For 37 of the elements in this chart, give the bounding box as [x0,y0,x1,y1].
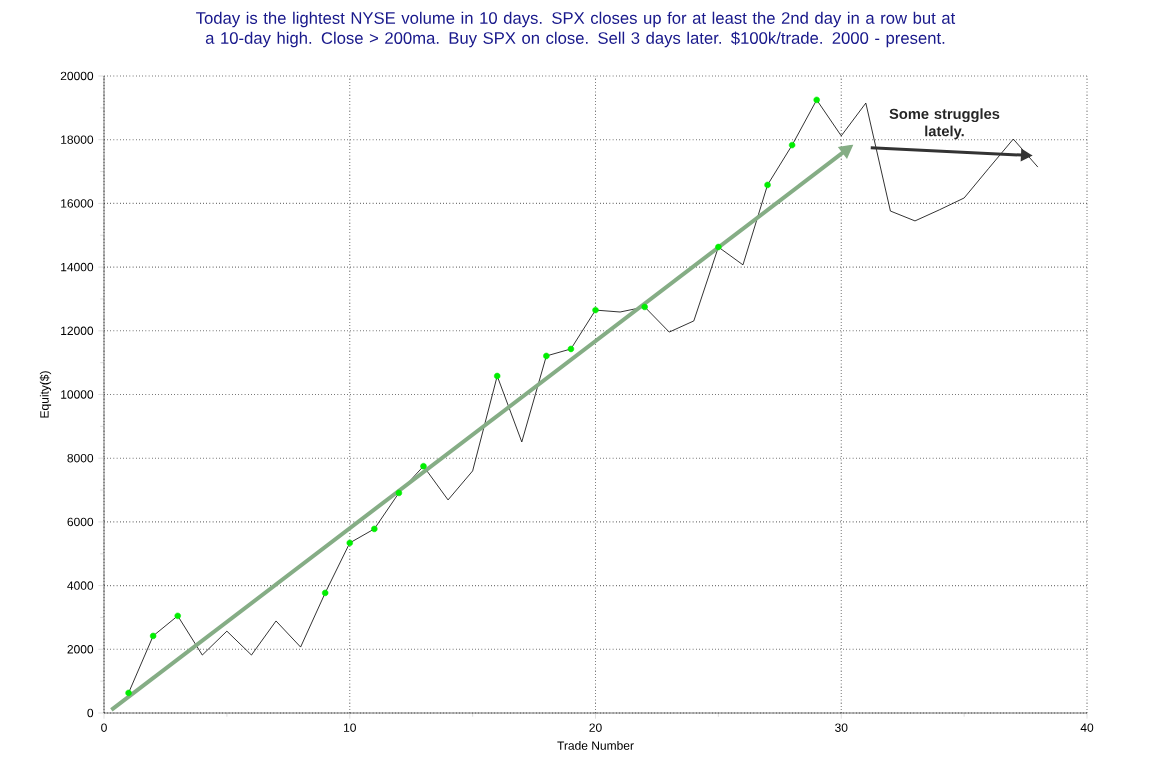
x-axis-title: Trade Number [557,741,634,750]
point [592,306,599,314]
chart-title: Today is the lightest NYSE volume in 10 days. SPX closes up for at least the 2nd day in a row but at a 10-day high. Close > 200ma. Buy SPX on close. Sell 3 days later. $100k/trade. 2000 - present. [196,11,956,48]
y-tick-label: 8000 [67,453,94,463]
x-tick-label: 30 [835,723,848,732]
x-tick-label: 40 [1080,723,1094,732]
y-tick-label: 2000 [67,645,94,654]
point [567,345,575,353]
point [149,632,157,640]
point [174,612,181,620]
point [321,589,329,597]
point [494,372,501,380]
point [420,462,427,470]
point [788,141,796,149]
y-tick-label: 4000 [67,581,94,590]
x-tick-label: 10 [344,723,356,732]
point [346,539,353,547]
y-tick-label: 20000 [60,71,94,81]
y-axis-title: Equity($) [39,371,52,418]
y-tick-label: 0 [87,708,94,718]
x-tick-label: 0 [101,723,107,732]
point [715,243,722,251]
point [371,525,378,533]
y-tick-label: 10000 [61,390,94,399]
point [813,96,820,104]
point [395,489,403,497]
point [764,181,771,189]
y-tick-label: 18000 [61,135,94,144]
point [641,303,648,311]
point [125,689,132,697]
point [543,352,550,360]
y-tick-label: 12000 [61,326,94,336]
y-tick-label: 14000 [61,262,94,272]
y-tick-label: 6000 [67,517,94,527]
y-tick-label: 16000 [61,199,94,208]
x-tick-label: 20 [589,723,602,732]
annotation: Some struggles lately. [889,108,1000,140]
